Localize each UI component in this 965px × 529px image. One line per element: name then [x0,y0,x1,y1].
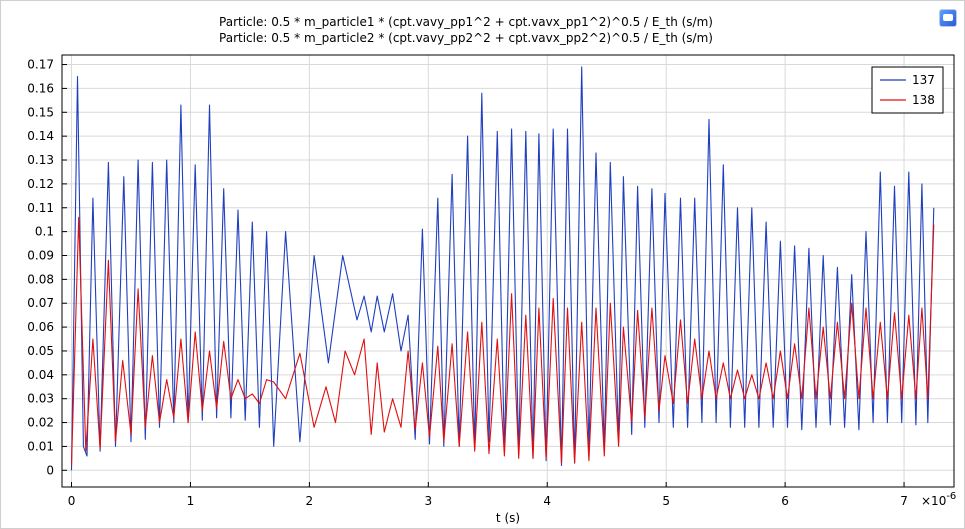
series-lines [70,66,935,471]
y-tick-label: 0.1 [35,225,54,239]
x-tick-label: 1 [187,494,195,508]
x-axis-multiplier: ×10-6 [921,491,956,508]
x-tick-label: 4 [543,494,551,508]
chart-title-line-1: Particle: 0.5 * m_particle1 * (cpt.vavy_… [219,15,713,29]
y-tick-label: 0.05 [27,344,54,358]
y-tick-label: 0.14 [27,129,54,143]
y-tick-label: 0.13 [27,153,54,167]
legend-label-137: 137 [912,73,935,87]
y-tick-label: 0.15 [27,105,54,119]
y-tick-label: 0.04 [27,368,54,382]
x-tick-label: 2 [306,494,314,508]
series-line-138 [70,216,935,466]
y-axis-ticks: 0 0.01 0.02 0.03 0.04 0.05 0.06 0.07 0.08 0.09 0.1… [27,58,67,477]
y-tick-label: 0.01 [27,439,54,453]
y-tick-label: 0.16 [27,81,54,95]
x-axis-ticks: 0 1 2 3 4 5 6 7 [68,482,908,508]
y-tick-label: 0.06 [27,320,54,334]
x-tick-label: 5 [662,494,670,508]
legend-box [871,66,944,114]
x-axis-label: t (s) [496,511,520,525]
y-tick-label: 0.12 [27,177,54,191]
x-axis-multiplier-exponent: -6 [946,491,956,502]
y-tick-label: 0.02 [27,416,54,430]
y-tick-label: 0.03 [27,392,54,406]
window-icon[interactable] [939,9,957,27]
y-tick-label: 0.09 [27,248,54,262]
y-tick-label: 0.11 [27,201,54,215]
legend: 137 138 [871,66,944,114]
x-tick-label: 6 [781,494,789,508]
plot-border [61,54,955,488]
x-tick-label: 7 [900,494,908,508]
y-tick-label: 0.08 [27,272,54,286]
x-tick-label: 3 [424,494,432,508]
y-tick-label: 0 [46,463,54,477]
legend-label-138: 138 [912,93,935,107]
chart-title-line-2: Particle: 0.5 * m_particle2 * (cpt.vavy_… [219,31,713,45]
y-tick-label: 0.17 [27,58,54,72]
series-line-137 [70,66,935,471]
x-axis-multiplier-base: ×10 [921,494,946,508]
y-tick-label: 0.07 [27,296,54,310]
x-tick-label: 0 [68,494,76,508]
